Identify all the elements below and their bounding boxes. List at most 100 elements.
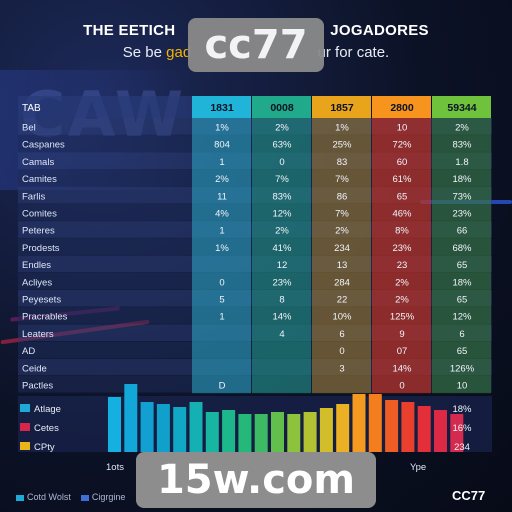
table-cell: 13 xyxy=(337,260,348,271)
table-cell: 234 xyxy=(334,243,350,254)
table-cell: 41% xyxy=(272,243,292,254)
table-cell: 65 xyxy=(397,191,408,202)
table-column-fill xyxy=(372,118,431,394)
table-cell: 1 xyxy=(219,157,224,168)
table-header-cell xyxy=(252,96,311,118)
table-cell: 66 xyxy=(457,226,468,237)
table-row-label: Ceide xyxy=(22,363,47,374)
table-cell: 2% xyxy=(395,295,409,306)
legend-label: Cetes xyxy=(34,423,59,434)
table-cell: 83% xyxy=(452,140,472,151)
table-row-label: Comites xyxy=(22,209,57,220)
right-axis-label: 234 xyxy=(454,442,470,453)
table-row-label: Pactles xyxy=(22,381,53,392)
table-row-label: AD xyxy=(22,346,35,357)
bar xyxy=(417,406,431,452)
table-cell: 1% xyxy=(215,123,229,134)
bar xyxy=(173,407,187,452)
subtitle-accent: gad xyxy=(166,44,192,61)
table-row-label: Peteres xyxy=(22,226,55,237)
table-cell: 804 xyxy=(214,140,230,151)
table-cell: 63% xyxy=(272,140,292,151)
bar xyxy=(140,402,154,452)
table-header-cell xyxy=(312,96,371,118)
bar xyxy=(352,394,366,452)
watermark-bottom: 15w.com xyxy=(136,452,376,508)
watermark-top: cc77 xyxy=(188,18,324,72)
table-cell: 72% xyxy=(392,140,412,151)
table-cell: 11 xyxy=(217,191,227,202)
table-header-text: 0008 xyxy=(270,102,294,114)
table-row-label: Peyesets xyxy=(22,295,61,306)
table-cell: 73% xyxy=(452,191,472,202)
bar xyxy=(303,412,317,452)
table-cell: 07 xyxy=(397,346,408,357)
table-cell: 4 xyxy=(279,329,284,340)
bar xyxy=(222,410,236,452)
footer-legend-label-2: Cigrgine xyxy=(91,492,126,502)
bar xyxy=(450,414,464,452)
table-cell: 65 xyxy=(457,295,468,306)
table-cell: 7% xyxy=(335,209,349,220)
table-cell: 4% xyxy=(215,209,229,220)
table-cell: 7% xyxy=(335,174,349,185)
table-cell: 0 xyxy=(219,277,224,288)
table-cell: 12 xyxy=(277,260,288,271)
table-cell: 12% xyxy=(452,312,472,323)
title-right: JOGADORES xyxy=(330,22,429,39)
table-cell: 61% xyxy=(392,174,412,185)
table-cell: 68% xyxy=(452,243,472,254)
footer-legend-swatch-1 xyxy=(16,494,24,501)
bar xyxy=(401,402,415,452)
bar xyxy=(124,384,138,452)
table-cell: 9 xyxy=(399,329,404,340)
table-cell: 2% xyxy=(215,174,229,185)
table-cell: 83 xyxy=(337,157,348,168)
table-cell: 2% xyxy=(335,226,349,237)
footer-legend: Cotd Wolst Cigrgine xyxy=(16,492,125,502)
table-header-cell xyxy=(432,96,491,118)
table-column-fill xyxy=(192,118,251,394)
x-axis-label-right: Ype xyxy=(410,462,426,473)
table-cell: 2% xyxy=(395,277,409,288)
table-cell: 12% xyxy=(272,209,292,220)
table-cell: 10% xyxy=(332,312,352,323)
table-cell: 3 xyxy=(339,363,344,374)
right-axis-label: 18% xyxy=(452,404,472,415)
table-row-label: Acliyes xyxy=(22,277,52,288)
table-cell: 23% xyxy=(452,209,472,220)
table-cell: 1% xyxy=(215,243,229,254)
table-row-label: Pracrables xyxy=(22,312,68,323)
bar xyxy=(368,394,382,452)
right-axis-label: 16% xyxy=(452,423,472,434)
table-cell: 1% xyxy=(335,123,349,134)
page-subtitle: Se be gad ur for cate. xyxy=(0,44,512,61)
bar xyxy=(238,414,252,452)
table-row-label: Bel xyxy=(22,123,36,134)
table-cell: 125% xyxy=(390,312,415,323)
table-cell: 6 xyxy=(339,329,344,340)
table-cell: 18% xyxy=(452,277,472,288)
bar xyxy=(189,402,203,452)
table-column-fill xyxy=(312,118,371,394)
footer-legend-label-1: Cotd Wolst xyxy=(27,492,71,502)
bar xyxy=(108,397,121,452)
table-header-text: 1857 xyxy=(330,102,354,114)
table-cell: 10 xyxy=(397,123,408,134)
table-cell: 83% xyxy=(272,191,292,202)
table-header-label-cell xyxy=(18,96,192,118)
table-cell: 60 xyxy=(397,157,408,168)
bar xyxy=(254,414,268,452)
table-cell: 8% xyxy=(395,226,409,237)
bar xyxy=(287,414,301,452)
x-axis-label-left: 1ots xyxy=(106,462,124,473)
table-cell: 2% xyxy=(275,226,289,237)
table-cell: 0 xyxy=(339,346,344,357)
table-column-fill xyxy=(252,118,311,394)
table-row-label: Leaters xyxy=(22,329,54,340)
bar xyxy=(385,400,399,452)
table-cell: 6 xyxy=(459,329,464,340)
table-cell: 65 xyxy=(457,260,468,271)
subtitle-right: ur for cate. xyxy=(317,44,390,61)
table-cell: 23% xyxy=(272,277,292,288)
